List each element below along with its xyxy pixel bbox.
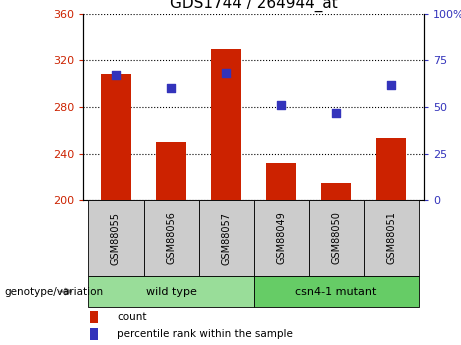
Bar bbox=[266, 163, 296, 200]
Title: GDS1744 / 264944_at: GDS1744 / 264944_at bbox=[170, 0, 337, 12]
Point bbox=[167, 86, 175, 91]
Point bbox=[278, 102, 285, 108]
Bar bbox=[90, 328, 98, 340]
Point bbox=[332, 110, 340, 115]
Bar bbox=[89, 276, 254, 307]
Text: count: count bbox=[117, 312, 147, 322]
Bar bbox=[156, 142, 186, 200]
Bar bbox=[321, 183, 351, 200]
Text: GSM88057: GSM88057 bbox=[221, 211, 231, 265]
Bar bbox=[89, 200, 143, 276]
Bar bbox=[376, 138, 406, 200]
Text: genotype/variation: genotype/variation bbox=[5, 287, 104, 296]
Bar bbox=[199, 200, 254, 276]
Point bbox=[112, 72, 120, 78]
Bar bbox=[364, 200, 419, 276]
Bar bbox=[101, 74, 131, 200]
Bar bbox=[90, 310, 98, 323]
Text: GSM88050: GSM88050 bbox=[331, 211, 341, 265]
Bar bbox=[211, 49, 241, 200]
Bar bbox=[254, 200, 308, 276]
Point bbox=[222, 71, 230, 76]
Text: csn4-1 mutant: csn4-1 mutant bbox=[296, 287, 377, 296]
Text: percentile rank within the sample: percentile rank within the sample bbox=[117, 329, 293, 339]
Text: GSM88056: GSM88056 bbox=[166, 211, 176, 265]
Text: GSM88055: GSM88055 bbox=[111, 211, 121, 265]
Text: GSM88051: GSM88051 bbox=[386, 211, 396, 265]
Bar bbox=[254, 276, 419, 307]
Point bbox=[387, 82, 395, 87]
Text: wild type: wild type bbox=[146, 287, 196, 296]
Bar bbox=[143, 200, 199, 276]
Bar bbox=[308, 200, 364, 276]
Text: GSM88049: GSM88049 bbox=[276, 212, 286, 264]
